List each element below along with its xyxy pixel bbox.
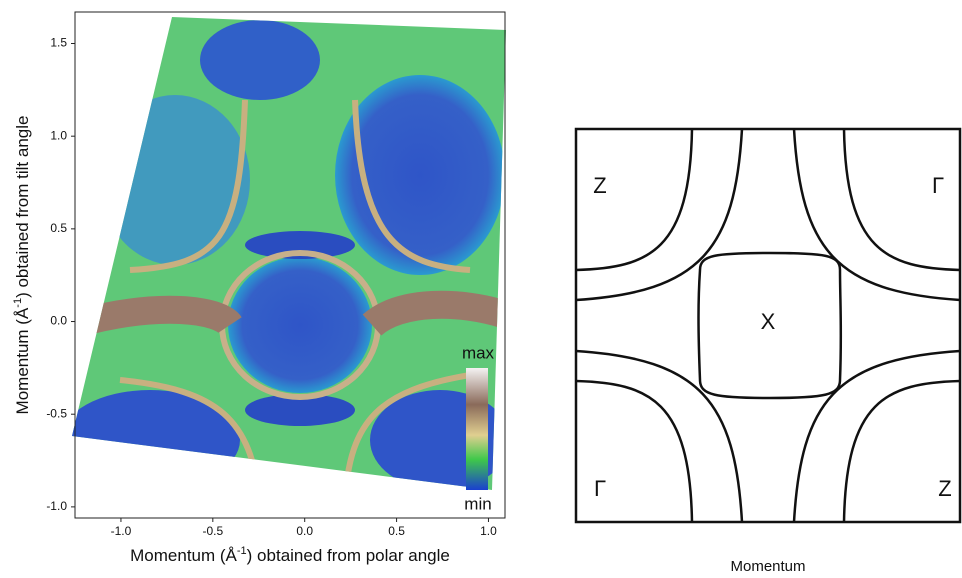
bz-label: Z: [938, 476, 951, 501]
plot-frame: [74, 11, 506, 519]
x-axis-label: Momentum (Å-1) obtained from polar angle: [130, 545, 450, 566]
bz-label: Γ: [594, 476, 606, 501]
y-axis-label: Momentum (Å-1) obtained from tilt angle: [12, 116, 33, 415]
diagram-x-label: Momentum: [730, 558, 805, 575]
bz-label: X: [761, 309, 776, 334]
y-tick-label: 1.5: [50, 36, 67, 50]
y-tick-label: -0.5: [46, 406, 67, 420]
colorbar: [466, 368, 488, 490]
x-tick-label: 0.0: [296, 524, 313, 538]
y-tick-label: -1.0: [46, 499, 67, 513]
colorbar-min: min: [464, 494, 491, 513]
y-tick-label: 0.0: [50, 314, 67, 328]
bz-label: Z: [593, 173, 606, 198]
bz-label: Γ: [932, 173, 944, 198]
x-tick-label: 1.0: [480, 524, 497, 538]
fermi-surface-schematic: [574, 127, 962, 524]
x-tick-label: -1.0: [111, 524, 132, 538]
y-tick-label: 1.0: [50, 128, 67, 142]
intensity-map: [72, 17, 506, 490]
y-tick-label: 0.5: [50, 221, 67, 235]
colorbar-max: max: [462, 343, 495, 362]
x-tick-label: 0.5: [388, 524, 405, 538]
x-tick-label: -0.5: [202, 524, 223, 538]
